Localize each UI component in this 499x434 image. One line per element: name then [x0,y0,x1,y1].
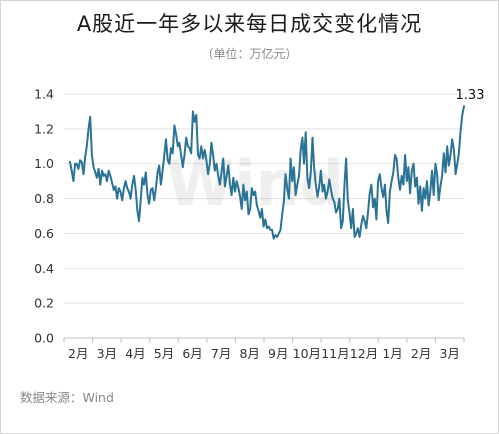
axes [63,337,465,343]
x-tick-label: 4月 [125,346,145,361]
series-layer [69,105,465,240]
y-tick-label: 1.4 [34,87,54,102]
y-tick-label: 0.4 [34,261,54,276]
daily-turnover-line [69,105,465,240]
x-tick-label: 9月 [268,346,288,361]
x-tick-label: 5月 [154,346,174,361]
y-tick-label: 0.8 [34,191,54,206]
latest-value-label: 1.33 [456,88,485,103]
y-tick-label: 0.0 [34,331,54,346]
gridlines [64,93,464,304]
x-tick-label: 12月 [350,346,378,361]
x-tick-label: 1月 [382,346,402,361]
x-tick-label: 10月 [293,346,321,361]
x-tick-label: 7月 [211,346,231,361]
y-tick-label: 1.0 [34,156,54,171]
data-source-note: 数据来源：Wind [20,390,114,405]
x-tick-label: 3月 [97,346,117,361]
x-tick-label: 6月 [182,346,202,361]
y-tick-label: 1.2 [34,121,54,136]
x-tick-label: 2月 [411,346,431,361]
y-tick-label: 0.2 [34,296,54,311]
x-tick-label: 3月 [439,346,459,361]
labels: 0.0 0.2 0.4 0.6 0.8 1.0 1.2 1.4 2月 3月 4月 5月 6月 7月 8月 9月… [34,87,484,362]
chart-subtitle: （单位：万亿元） [201,47,298,61]
x-tick-label: 11月 [321,346,349,361]
x-tick-label: 2月 [68,346,88,361]
wind-watermark: Wind [166,147,344,220]
x-tick-label: 8月 [239,346,259,361]
chart-title: A股近一年多以来每日成交变化情况 [76,12,423,36]
y-tick-label: 0.6 [34,226,54,241]
